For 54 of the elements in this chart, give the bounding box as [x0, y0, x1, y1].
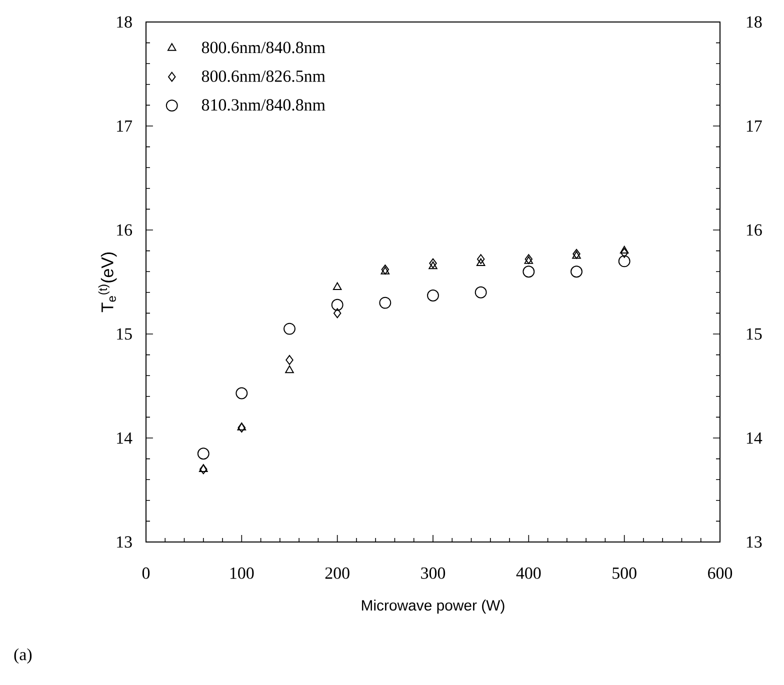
y-tick-label: 14 [117, 432, 132, 444]
x-tick-label: 500 [612, 567, 636, 579]
legend-label: 810.3nm/840.8nm [202, 99, 326, 111]
point [524, 254, 533, 264]
y2-tick-label: 18 [746, 16, 762, 28]
x-tick-label: 300 [421, 567, 446, 579]
point [237, 422, 246, 430]
y2-tick-label: 15 [746, 328, 762, 340]
point [285, 365, 294, 374]
y2-tick-label: 17 [746, 120, 762, 132]
point [618, 255, 630, 268]
point [284, 322, 296, 335]
y-tick-label: 18 [117, 16, 132, 28]
point [199, 464, 208, 472]
point [524, 256, 534, 264]
legend-label: 800.6nm/840.8nm [202, 42, 326, 54]
point [333, 308, 342, 318]
x-tick-label: 0 [142, 567, 150, 579]
point [427, 290, 439, 302]
point [476, 258, 486, 266]
point [429, 258, 437, 268]
x-tick-label: 100 [230, 567, 254, 579]
x-tick-label: 600 [708, 567, 732, 579]
y-tick-label: 17 [117, 120, 132, 132]
point [236, 387, 248, 400]
point [200, 464, 208, 474]
point [522, 266, 535, 278]
point [572, 251, 581, 259]
y2-tick-label: 13 [746, 536, 762, 548]
legend-label: 800.6nm/826.5nm [202, 70, 326, 82]
point [331, 298, 344, 311]
point [197, 448, 210, 460]
y-tick-label: 16 [117, 224, 132, 236]
y-tick-label: 13 [117, 536, 132, 548]
point [332, 282, 342, 290]
point [379, 296, 392, 309]
point [380, 266, 390, 274]
x-tick-label: 200 [325, 567, 350, 579]
point [572, 248, 580, 259]
point [428, 261, 438, 270]
x-tick-label: 400 [516, 567, 541, 579]
point [474, 286, 487, 298]
point [381, 264, 390, 274]
y2-tick-label: 16 [746, 224, 762, 236]
point [238, 422, 246, 433]
text: (a) [14, 648, 32, 664]
y2-tick-label: 14 [746, 432, 762, 444]
point [286, 355, 294, 365]
y-tick-label: 15 [117, 328, 132, 340]
point [620, 248, 628, 258]
y-axis-title: T$_{e}$$^{(t)}$(eV) [98, 252, 117, 312]
point [570, 266, 582, 278]
point [476, 254, 485, 264]
x-axis-title: Microwave power (W) [362, 600, 504, 614]
